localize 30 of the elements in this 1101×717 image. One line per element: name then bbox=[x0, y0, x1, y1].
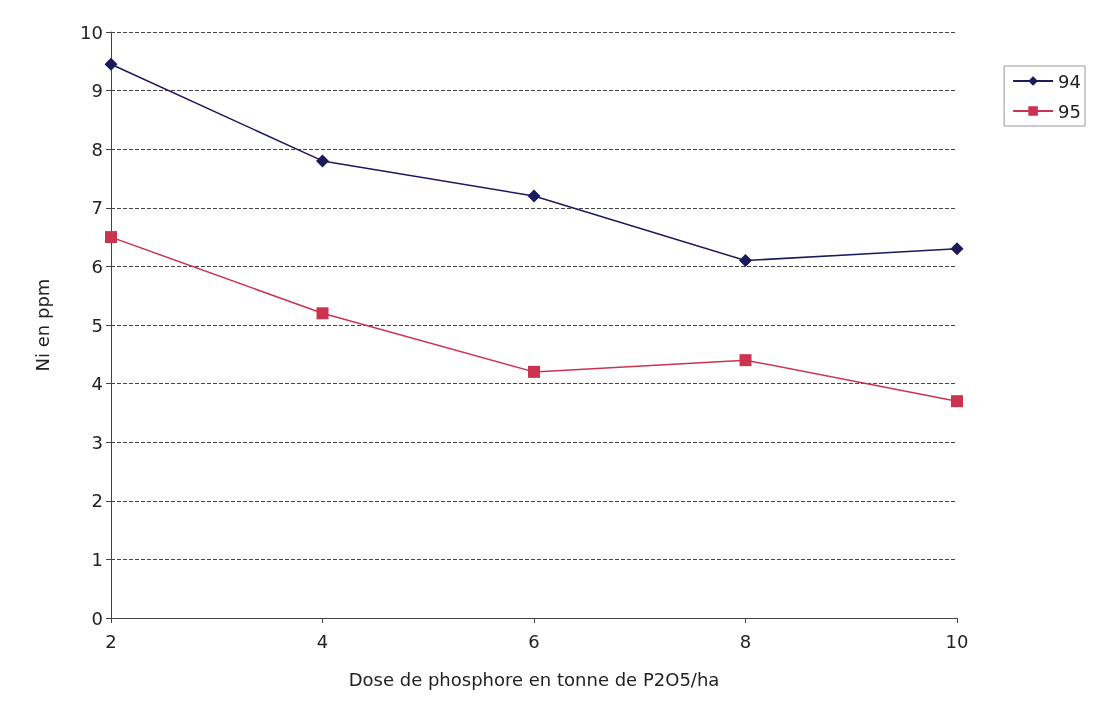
point bbox=[104, 57, 118, 71]
x-tick-label: 4 bbox=[316, 630, 329, 652]
point bbox=[950, 242, 964, 256]
y-tick-label: 5 bbox=[91, 314, 103, 336]
point bbox=[739, 254, 752, 268]
y-tick-label: 0 bbox=[91, 607, 103, 629]
x-tick-label: 2 bbox=[105, 630, 117, 652]
y-tick-label: 8 bbox=[91, 138, 103, 160]
point bbox=[528, 365, 540, 378]
point bbox=[951, 395, 963, 408]
legend-label: 94 bbox=[1058, 70, 1081, 92]
x-tick-label: 6 bbox=[528, 630, 540, 652]
point bbox=[316, 154, 329, 168]
x-tick-label: 10 bbox=[945, 630, 969, 652]
legend-label: 95 bbox=[1058, 100, 1081, 122]
y-tick-label: 9 bbox=[91, 80, 103, 102]
x-axis-title: Dose de phosphore en tonne de P2O5/ha bbox=[348, 668, 720, 690]
y-tick-label: 10 bbox=[80, 21, 103, 43]
y-tick-label: 6 bbox=[91, 255, 103, 277]
point bbox=[105, 231, 117, 244]
point bbox=[527, 189, 541, 203]
y-tick-label: 7 bbox=[91, 197, 103, 219]
point bbox=[739, 354, 752, 367]
y-tick-label: 4 bbox=[91, 373, 103, 395]
x-tick-label: 8 bbox=[739, 630, 752, 652]
y-tick-label: 1 bbox=[91, 548, 103, 570]
y-tick-label: 3 bbox=[91, 431, 103, 453]
y-tick-label: 2 bbox=[91, 490, 103, 512]
point bbox=[316, 307, 329, 320]
y-axis-title: Ni en ppm bbox=[31, 278, 53, 372]
